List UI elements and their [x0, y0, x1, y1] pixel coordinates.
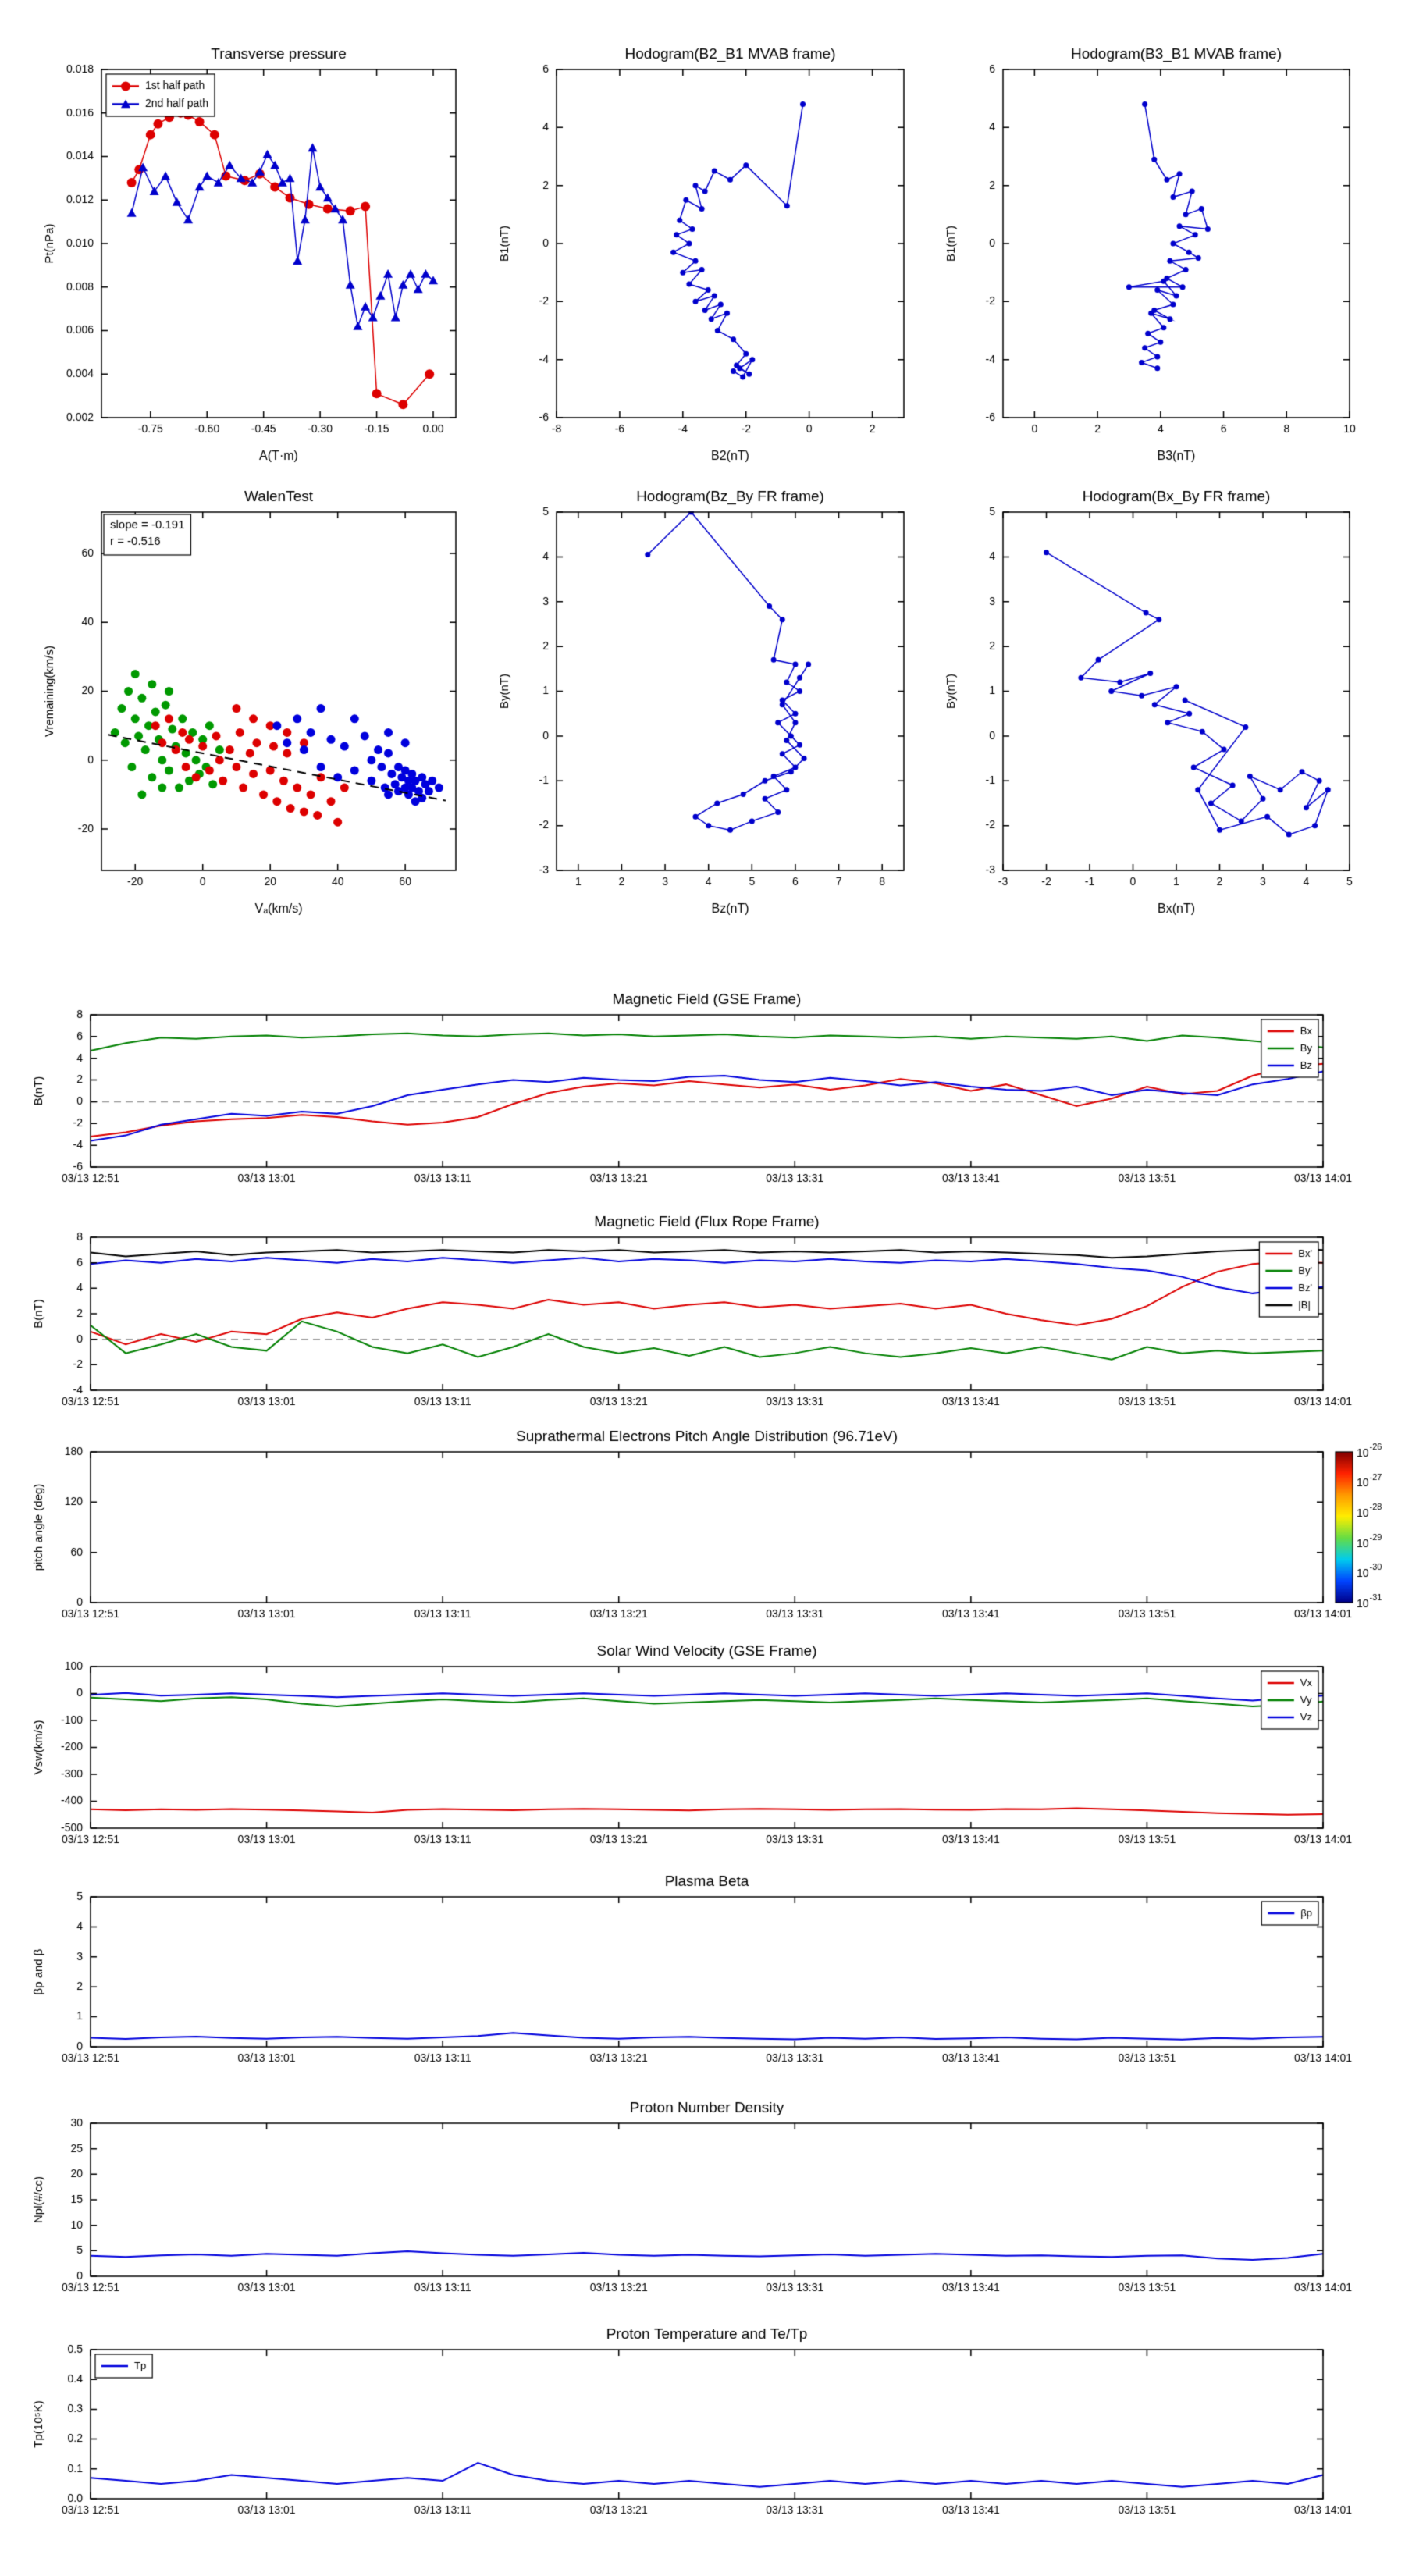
hodogram-bz-by-canvas: [482, 473, 918, 927]
pitch-angle-distribution-canvas: [23, 1417, 1397, 1635]
hodogram-b2-b1-canvas: [482, 30, 918, 474]
panel-hodogram-bz-by: [482, 473, 918, 927]
panel-hodogram-b2-b1: [482, 30, 918, 474]
panel-magnetic-field-flux-rope: [23, 1202, 1385, 1423]
panel-proton-temperature: [23, 2314, 1385, 2532]
panel-proton-number-density: [23, 2088, 1385, 2309]
proton-temperature-canvas: [23, 2314, 1385, 2532]
panel-walen-test: [27, 473, 470, 927]
panel-hodogram-bx-by: [929, 473, 1364, 927]
panel-hodogram-b3-b1: [929, 30, 1364, 474]
transverse-pressure-canvas: [27, 30, 470, 474]
panel-transverse-pressure: [27, 30, 470, 474]
panel-solar-wind-velocity: [23, 1631, 1385, 1861]
panel-magnetic-field-gse: [23, 980, 1385, 1200]
magnetic-field-gse-canvas: [23, 980, 1385, 1200]
solar-wind-velocity-canvas: [23, 1631, 1385, 1861]
plasma-beta-canvas: [23, 1862, 1385, 2080]
hodogram-b3-b1-canvas: [929, 30, 1364, 474]
proton-number-density-canvas: [23, 2088, 1385, 2309]
walen-test-canvas: [27, 473, 470, 927]
magnetic-field-flux-rope-canvas: [23, 1202, 1385, 1423]
hodogram-bx-by-canvas: [929, 473, 1364, 927]
panel-plasma-beta: [23, 1862, 1385, 2080]
panel-pitch-angle-distribution: [23, 1417, 1397, 1635]
